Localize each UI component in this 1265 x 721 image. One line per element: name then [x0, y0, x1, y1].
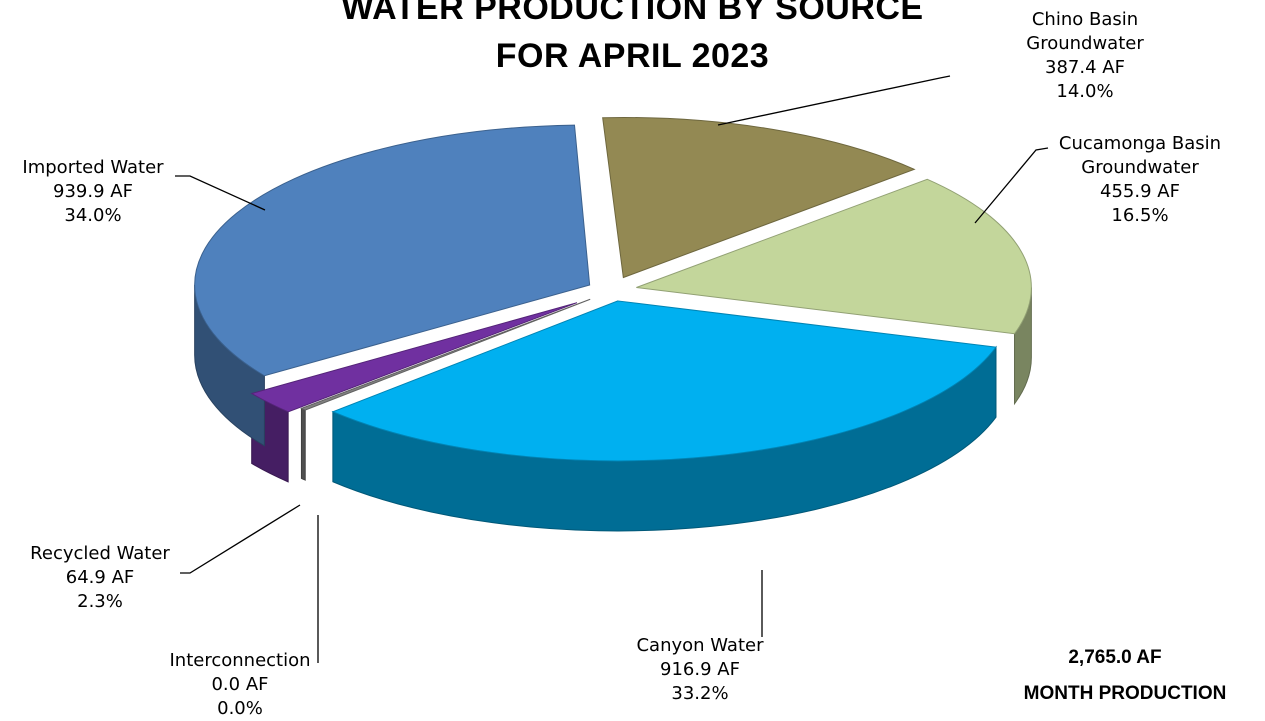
slice-value: 939.9 AF: [53, 181, 133, 202]
slice-label-chino-basin: Chino Basin Groundwater 387.4 AF 14.0%: [1000, 8, 1170, 104]
slice-name-line-2: Groundwater: [1081, 157, 1199, 178]
leader-line-0: [717, 75, 951, 126]
slice-value: 0.0 AF: [211, 674, 269, 695]
slice-chino-basin-groundwater: [602, 117, 916, 279]
slice-name-line-2: Groundwater: [1026, 33, 1144, 54]
chart-title-line-2: FOR APRIL 2023: [495, 37, 770, 75]
slice-percent: 14.0%: [1056, 81, 1114, 102]
slice-name-line-1: Cucamonga Basin: [1058, 133, 1222, 154]
slice-canyon-water: [331, 300, 997, 462]
slice-name: Recycled Water: [30, 543, 170, 564]
leader-line-2: [175, 175, 266, 211]
slice-label-canyon-water: Canyon Water 916.9 AF 33.2%: [620, 634, 780, 706]
leader-line-3: [180, 504, 301, 574]
slice-value: 64.9 AF: [65, 567, 135, 588]
slice-name: Interconnection: [169, 650, 311, 671]
slice-value: 387.4 AF: [1045, 57, 1125, 78]
total-production-caption: MONTH PRODUCTION: [1023, 683, 1227, 704]
slice-label-imported-water: Imported Water 939.9 AF 34.0%: [8, 156, 178, 228]
leader-line-1: [974, 147, 1049, 224]
slice-cucamonga-basin-groundwater: [636, 178, 1032, 335]
slice-percent: 2.3%: [77, 591, 123, 612]
slice-side-interconnection: [300, 407, 306, 481]
slice-interconnection: [300, 298, 591, 411]
slice-value: 916.9 AF: [660, 659, 740, 680]
slice-label-recycled-water: Recycled Water 64.9 AF 2.3%: [14, 542, 186, 614]
slice-imported-water: [194, 124, 591, 377]
leader-lines: [175, 75, 1049, 663]
slice-value: 455.9 AF: [1100, 181, 1180, 202]
total-production-value: 2,765.0 AF: [1068, 647, 1162, 668]
slice-percent: 33.2%: [671, 683, 729, 704]
slice-name: Imported Water: [22, 157, 164, 178]
slice-label-interconnection: Interconnection 0.0 AF 0.0%: [160, 649, 320, 721]
slice-name: Canyon Water: [636, 635, 764, 656]
slice-percent: 34.0%: [64, 205, 122, 226]
pie-tops: [194, 117, 1032, 462]
slice-percent: 0.0%: [217, 698, 263, 719]
slice-recycled-water: [250, 302, 578, 413]
slice-label-cucamonga-basin: Cucamonga Basin Groundwater 455.9 AF 16.…: [1040, 132, 1240, 228]
chart-title-line-1: WATER PRODUCTION BY SOURCE: [341, 0, 924, 27]
slice-name-line-1: Chino Basin: [1031, 9, 1139, 30]
slice-percent: 16.5%: [1111, 205, 1169, 226]
